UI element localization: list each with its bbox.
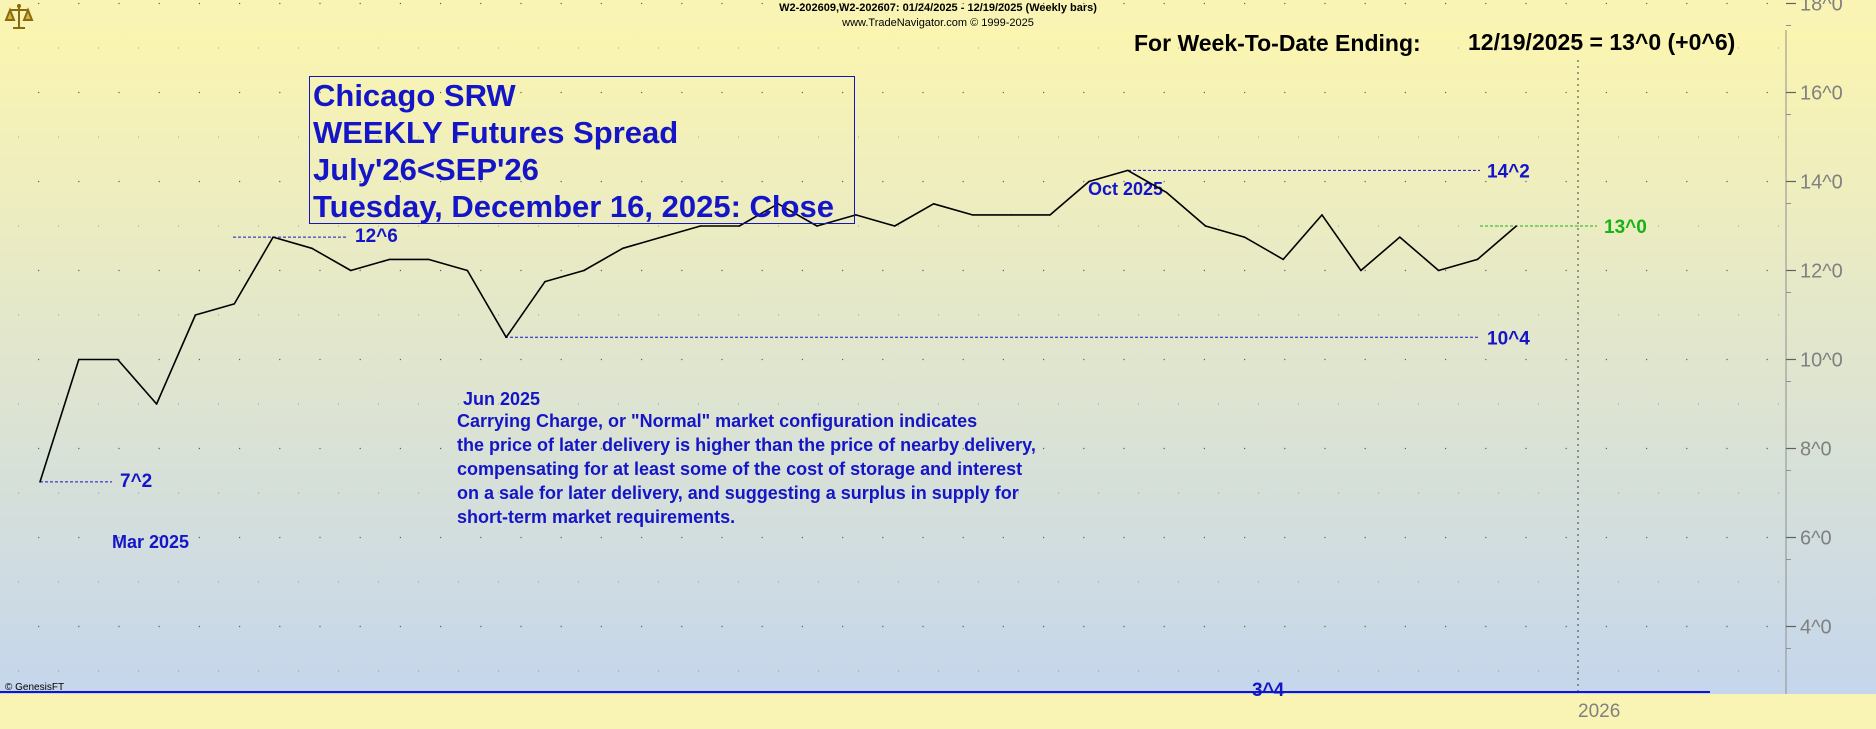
data-point (932, 202, 935, 205)
y-tick-label: 12^0 (1800, 261, 1843, 283)
level-label: 14^2 (1487, 161, 1530, 182)
data-point (1127, 169, 1129, 172)
data-point (816, 225, 818, 227)
data-point (1204, 225, 1207, 227)
chart-header-copyright: www.TradeNavigator.com © 1999-2025 (842, 17, 1034, 29)
data-point (311, 247, 313, 250)
data-point (427, 258, 430, 261)
title-line-spread: July'26<SEP'26 (313, 152, 539, 187)
bottom-band (0, 694, 1876, 724)
data-point (233, 303, 236, 305)
level-label: 10^4 (1487, 328, 1530, 349)
data-point (544, 280, 546, 283)
note-line: Carrying Charge, or "Normal" market conf… (457, 411, 978, 431)
y-tick-label: 10^0 (1800, 350, 1843, 372)
period-label: Mar 2025 (112, 532, 189, 552)
data-point (350, 269, 352, 272)
level-label: 7^2 (120, 471, 152, 492)
data-point (738, 225, 741, 227)
week-to-date-label: For Week-To-Date Ending: (1134, 30, 1421, 56)
data-point (1398, 236, 1401, 238)
period-label: Oct 2025 (1088, 179, 1163, 199)
title-line-date: Tuesday, December 16, 2025: Close (313, 189, 834, 224)
trade-navigator-logo-icon (4, 4, 34, 29)
data-point (583, 269, 585, 272)
data-point (971, 214, 974, 216)
data-point (1088, 180, 1090, 183)
y-tick-label: 18^0 (1800, 0, 1843, 16)
y-tick-label: 6^0 (1800, 528, 1832, 550)
note-line: the price of later delivery is higher th… (457, 435, 1036, 455)
level-label: 12^6 (355, 226, 398, 247)
data-point (1282, 258, 1284, 261)
plot-background (0, 30, 1876, 694)
data-point (1165, 191, 1168, 194)
top-band (0, 0, 1876, 30)
data-point (388, 258, 391, 261)
data-point (1360, 269, 1362, 272)
note-line: on a sale for later delivery, and sugges… (457, 483, 1019, 503)
carrying-charge-note: Carrying Charge, or "Normal" market conf… (457, 409, 1157, 529)
data-point (1476, 258, 1479, 261)
data-point (78, 358, 80, 361)
data-point (116, 358, 119, 361)
data-point (466, 269, 469, 272)
week-to-date-value: 12/19/2025 = 13^0 (+0^6) (1468, 29, 1736, 55)
last-value-label: 13^0 (1604, 217, 1647, 238)
data-point (1049, 214, 1051, 216)
chart-header-symbols: W2-202609,W2-202607: 01/24/2025 - 12/19/… (779, 2, 1097, 14)
data-point (1321, 214, 1323, 216)
y-tick-label: 16^0 (1800, 83, 1843, 105)
data-point (855, 214, 857, 216)
y-tick-label: 4^0 (1800, 617, 1832, 639)
data-point (893, 225, 896, 227)
period-label: Jun 2025 (463, 389, 540, 409)
data-point (1515, 225, 1518, 227)
title-line-market: Chicago SRW (313, 78, 516, 113)
data-point (1010, 214, 1013, 216)
note-line: compensating for at least some of the co… (457, 459, 1023, 479)
title-line-type: WEEKLY Futures Spread (313, 115, 679, 150)
data-point (699, 225, 702, 227)
chart-title-box: Chicago SRW WEEKLY Futures Spread July'2… (309, 76, 855, 224)
genesis-copyright: © GenesisFT (5, 682, 65, 693)
y-tick-label: 8^0 (1800, 439, 1832, 461)
level-label: 3^4 (1252, 680, 1285, 701)
data-point (39, 481, 41, 483)
note-line: short-term market requirements. (457, 507, 736, 527)
data-point (272, 236, 274, 238)
x-tick-label: 2026 (1578, 701, 1620, 722)
data-point (155, 403, 158, 405)
data-point (1243, 236, 1246, 238)
data-point (621, 247, 624, 250)
y-tick-label: 14^0 (1800, 172, 1843, 194)
data-point (194, 314, 197, 316)
data-point (660, 236, 663, 238)
data-point (1437, 269, 1440, 272)
data-point (505, 336, 508, 339)
data-point (777, 202, 779, 205)
